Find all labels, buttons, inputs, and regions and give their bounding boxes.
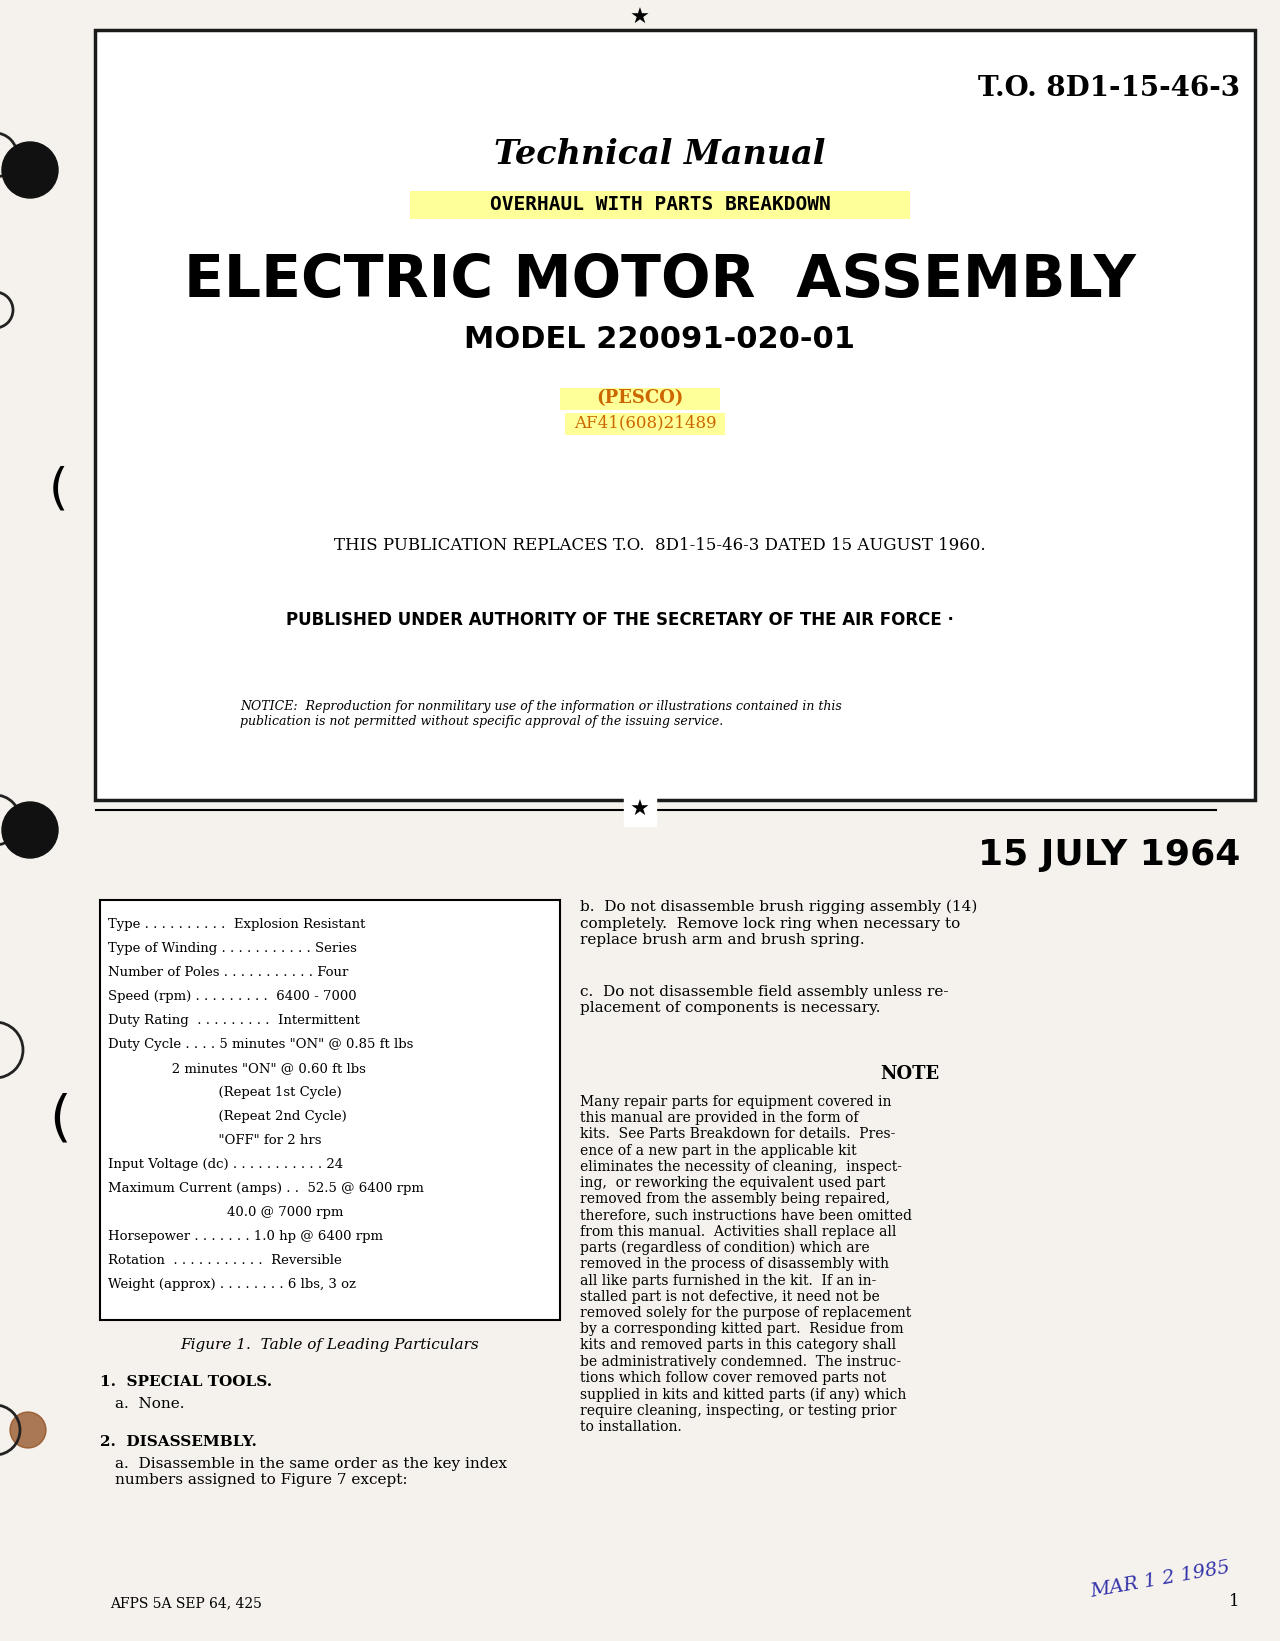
- Circle shape: [3, 143, 58, 199]
- Circle shape: [23, 143, 47, 167]
- Text: OVERHAUL WITH PARTS BREAKDOWN: OVERHAUL WITH PARTS BREAKDOWN: [490, 195, 831, 215]
- Text: (Repeat 1st Cycle): (Repeat 1st Cycle): [108, 1086, 342, 1099]
- Text: Type of Winding . . . . . . . . . . . Series: Type of Winding . . . . . . . . . . . Se…: [108, 942, 357, 955]
- Text: ELECTRIC MOTOR  ASSEMBLY: ELECTRIC MOTOR ASSEMBLY: [184, 251, 1135, 309]
- Bar: [95, 30, 1254, 801]
- Text: Speed (rpm) . . . . . . . . .  6400 - 7000: Speed (rpm) . . . . . . . . . 6400 - 700…: [108, 990, 357, 1003]
- Text: Duty Cycle . . . . 5 minutes "ON" @ 0.85 ft lbs: Duty Cycle . . . . 5 minutes "ON" @ 0.85…: [108, 1039, 413, 1050]
- Text: ★: ★: [630, 802, 650, 822]
- Text: Duty Rating  . . . . . . . . .  Intermittent: Duty Rating . . . . . . . . . Intermitte…: [108, 1014, 360, 1027]
- Text: THIS PUBLICATION REPLACES T.O.  8D1-15-46-3 DATED 15 AUGUST 1960.: THIS PUBLICATION REPLACES T.O. 8D1-15-46…: [334, 537, 986, 553]
- Text: 1: 1: [1229, 1593, 1240, 1610]
- Text: a.  None.: a. None.: [115, 1396, 184, 1411]
- Text: Many repair parts for equipment covered in
this manual are provided in the form : Many repair parts for equipment covered …: [580, 1095, 911, 1434]
- Text: NOTICE:  Reproduction for nonmilitary use of the information or illustrations co: NOTICE: Reproduction for nonmilitary use…: [241, 701, 842, 729]
- Text: "OFF" for 2 hrs: "OFF" for 2 hrs: [108, 1134, 321, 1147]
- Text: (: (: [49, 1093, 70, 1147]
- Text: 2 minutes "ON" @ 0.60 ft lbs: 2 minutes "ON" @ 0.60 ft lbs: [108, 1062, 366, 1075]
- Text: ★: ★: [630, 8, 650, 28]
- Text: ★: ★: [630, 801, 650, 820]
- Text: PUBLISHED UNDER AUTHORITY OF THE SECRETARY OF THE AIR FORCE ·: PUBLISHED UNDER AUTHORITY OF THE SECRETA…: [285, 610, 954, 629]
- Text: 1.  SPECIAL TOOLS.: 1. SPECIAL TOOLS.: [100, 1375, 273, 1388]
- Bar: [100, 899, 561, 1319]
- Text: b.  Do not disassemble brush rigging assembly (14)
completely.  Remove lock ring: b. Do not disassemble brush rigging asse…: [580, 899, 978, 947]
- Circle shape: [3, 802, 58, 858]
- Text: Type . . . . . . . . . .  Explosion Resistant: Type . . . . . . . . . . Explosion Resis…: [108, 917, 365, 930]
- Text: Input Voltage (dc) . . . . . . . . . . . 24: Input Voltage (dc) . . . . . . . . . . .…: [108, 1159, 343, 1172]
- Text: NOTE: NOTE: [881, 1065, 940, 1083]
- Text: Technical Manual: Technical Manual: [494, 138, 826, 172]
- Text: Horsepower . . . . . . . 1.0 hp @ 6400 rpm: Horsepower . . . . . . . 1.0 hp @ 6400 r…: [108, 1231, 383, 1242]
- Text: Rotation  . . . . . . . . . . .  Reversible: Rotation . . . . . . . . . . . Reversibl…: [108, 1254, 342, 1267]
- Text: (: (: [49, 466, 68, 514]
- Bar: [564, 414, 724, 435]
- Text: a.  Disassemble in the same order as the key index
numbers assigned to Figure 7 : a. Disassemble in the same order as the …: [115, 1457, 507, 1487]
- Text: MAR 1 2 1985: MAR 1 2 1985: [1088, 1559, 1231, 1602]
- Text: (Repeat 2nd Cycle): (Repeat 2nd Cycle): [108, 1109, 347, 1122]
- Text: Weight (approx) . . . . . . . . 6 lbs, 3 oz: Weight (approx) . . . . . . . . 6 lbs, 3…: [108, 1278, 356, 1291]
- Text: c.  Do not disassemble field assembly unless re-
placement of components is nece: c. Do not disassemble field assembly unl…: [580, 985, 948, 1016]
- Text: AF41(608)21489: AF41(608)21489: [573, 415, 717, 432]
- Text: Number of Poles . . . . . . . . . . . Four: Number of Poles . . . . . . . . . . . Fo…: [108, 967, 348, 980]
- Bar: [410, 190, 910, 218]
- Bar: [561, 387, 719, 410]
- Text: Maximum Current (amps) . .  52.5 @ 6400 rpm: Maximum Current (amps) . . 52.5 @ 6400 r…: [108, 1182, 424, 1195]
- Text: MODEL 220091-020-01: MODEL 220091-020-01: [465, 325, 855, 354]
- Text: Figure 1.  Table of Leading Particulars: Figure 1. Table of Leading Particulars: [180, 1337, 480, 1352]
- Text: 40.0 @ 7000 rpm: 40.0 @ 7000 rpm: [108, 1206, 343, 1219]
- Text: T.O. 8D1-15-46-3: T.O. 8D1-15-46-3: [978, 75, 1240, 102]
- Text: 15 JULY 1964: 15 JULY 1964: [978, 839, 1240, 871]
- Text: 2.  DISASSEMBLY.: 2. DISASSEMBLY.: [100, 1434, 257, 1449]
- Text: (PESCO): (PESCO): [596, 389, 684, 407]
- Text: AFPS 5A SEP 64, 425: AFPS 5A SEP 64, 425: [110, 1597, 262, 1610]
- Circle shape: [18, 816, 46, 843]
- Circle shape: [10, 1411, 46, 1447]
